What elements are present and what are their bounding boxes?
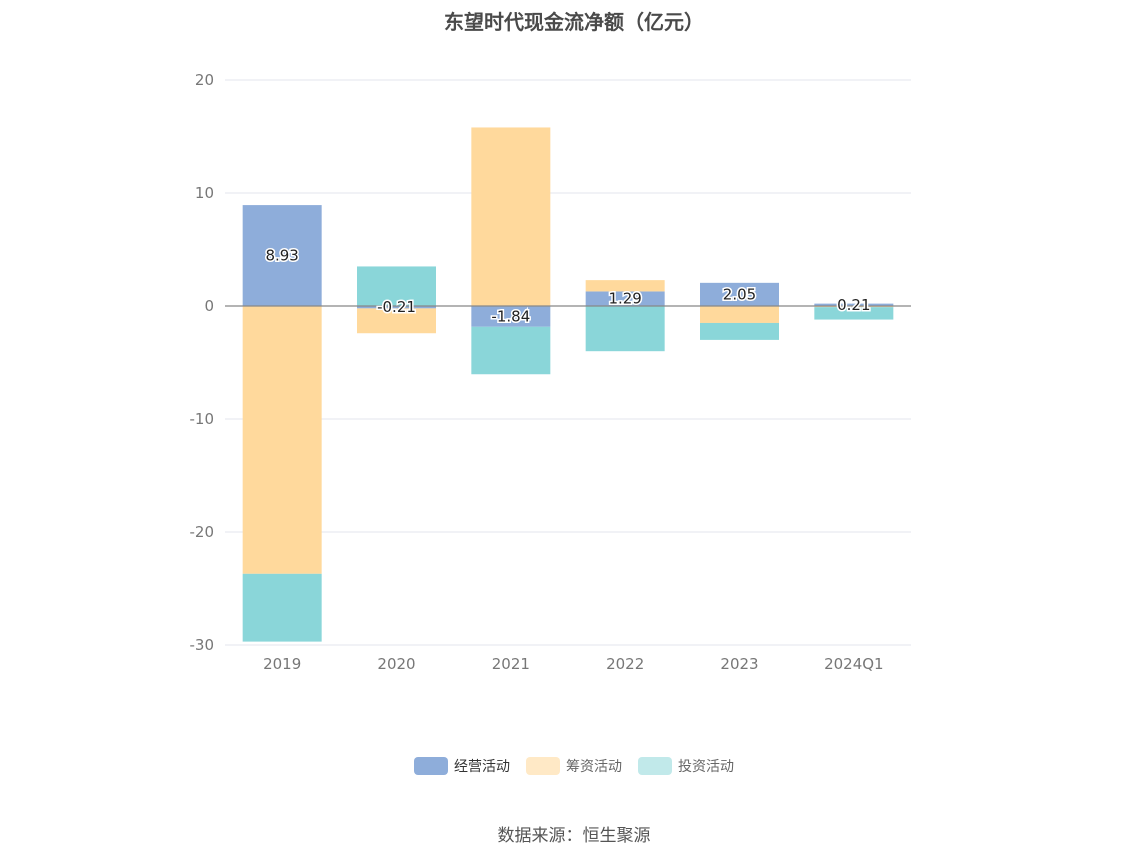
- y-tick-label: 20: [195, 71, 214, 89]
- bar-2022-series-1: [585, 280, 665, 292]
- data-label-2023: 2.05: [723, 285, 756, 303]
- data-labels: 8.93 -0.21 -1.84 1.29 2.05 0.21: [264, 245, 872, 327]
- legend-swatch-investing: [638, 757, 672, 775]
- legend-item-investing[interactable]: 投资活动: [638, 756, 734, 776]
- x-tick-label: 2022: [606, 655, 644, 673]
- legend-label-financing: 筹资活动: [566, 759, 622, 775]
- bar-2022-series-0: [585, 291, 665, 306]
- x-axis: 2019 2020 2021 2022 2023 2024Q1: [263, 655, 884, 673]
- chart-title: 东望时代现金流净额（亿元）: [444, 10, 704, 34]
- bar-2021-series-0: [471, 306, 551, 327]
- bar-2023-series-2: [700, 322, 779, 340]
- grid-lines: [225, 79, 911, 646]
- legend-label-operating: 经营活动: [454, 759, 510, 775]
- bar-2019-series-2: [242, 573, 322, 642]
- data-label-2022: 1.29: [608, 290, 641, 308]
- bars: [242, 127, 894, 642]
- bar-2019-series-1: [242, 306, 322, 574]
- bar-2024Q1-series-0: [814, 303, 894, 306]
- data-label-2020: -0.21: [377, 298, 416, 316]
- data-label-2021: -1.84: [491, 307, 530, 325]
- data-label-2019: 8.93: [265, 247, 298, 265]
- bar-2021-series-1: [471, 127, 551, 307]
- data-source: 数据来源：恒生聚源: [497, 826, 651, 846]
- x-tick-label: 2024Q1: [824, 655, 884, 673]
- legend-label-investing: 投资活动: [678, 759, 734, 775]
- y-tick-label: -10: [190, 410, 215, 428]
- bar-2024Q1-series-2: [814, 307, 894, 320]
- bar-2020-series-0: [357, 306, 436, 309]
- legend-item-operating[interactable]: 经营活动: [414, 756, 510, 776]
- y-tick-label: -30: [190, 636, 215, 654]
- stacked-bar-chart: -30 -20 -10 0 10 20 2019 2020 2021 2022 2023 2024Q…: [190, 71, 911, 673]
- y-tick-label: -20: [190, 523, 215, 541]
- bar-2022-series-2: [585, 306, 665, 352]
- bar-2021-series-2: [471, 326, 551, 375]
- x-tick-label: 2019: [263, 655, 301, 673]
- x-tick-label: 2020: [377, 655, 415, 673]
- bar-2020-series-1: [357, 308, 436, 334]
- x-tick-label: 2021: [492, 655, 530, 673]
- bar-2019-series-0: [242, 205, 322, 306]
- bar-2023-series-1: [700, 306, 779, 323]
- y-tick-label: 0: [204, 297, 214, 315]
- legend-item-financing[interactable]: 筹资活动: [526, 756, 622, 776]
- legend-swatch-operating: [414, 757, 448, 775]
- y-axis: -30 -20 -10 0 10 20: [190, 71, 215, 654]
- data-label-2024Q1: 0.21: [837, 296, 870, 314]
- bar-2020-series-2: [357, 266, 436, 306]
- x-tick-label: 2023: [720, 655, 758, 673]
- bar-2023-series-0: [700, 282, 779, 306]
- y-tick-label: 10: [195, 184, 214, 202]
- legend-swatch-financing: [526, 757, 560, 775]
- legend: 经营活动 筹资活动 投资活动: [0, 756, 1148, 776]
